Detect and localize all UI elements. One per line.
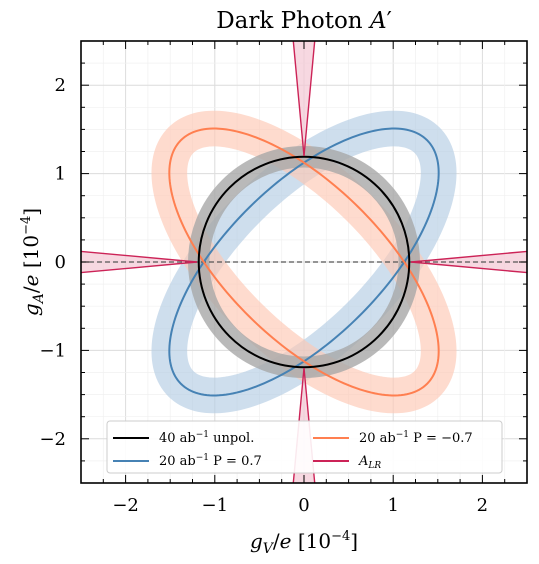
legend: 40 ab−1 unpol. 20 ab−1 P = −0.7 20 ab−1 P …	[106, 420, 503, 474]
curve-unpolarized	[197, 155, 411, 369]
y-tick-label: −1	[39, 340, 66, 361]
curve-pol-minus	[168, 127, 440, 397]
legend-entry-label: 20 ab−1 P = −0.7	[359, 430, 473, 446]
y-axis-label: gA/e [10−4]	[19, 208, 47, 316]
y-tick-label: 0	[55, 252, 66, 273]
x-axis-label: gV/e [10−4]	[250, 529, 358, 557]
legend-box	[106, 420, 503, 474]
y-tick-label: 2	[55, 75, 66, 96]
y-tick-label: 1	[55, 164, 66, 185]
alr-line	[410, 261, 527, 274]
y-tick-label: −2	[39, 429, 66, 450]
alr-line	[81, 250, 198, 263]
legend-entry-label: 40 ab−1 unpol.	[159, 430, 254, 446]
alr-line	[410, 250, 527, 263]
alr-band-vertical	[293, 41, 315, 156]
alr-line	[292, 41, 305, 156]
x-tick-label: −2	[112, 495, 139, 516]
x-tick-label: −1	[202, 495, 229, 516]
chart-title: Dark Photon A′	[216, 8, 392, 34]
x-tick-label: 0	[298, 495, 309, 516]
alr-line	[303, 41, 316, 156]
legend-entry-label: ALR	[358, 454, 381, 471]
x-tick-label: 2	[477, 495, 488, 516]
alr-line	[81, 261, 198, 274]
legend-entry-label: 20 ab−1 P = 0.7	[159, 453, 262, 469]
x-tick-label: 1	[387, 495, 398, 516]
plot-area	[81, 41, 527, 483]
tick-labels: −2 −1 0 1 2 −2 −1 0 1 2	[39, 75, 488, 516]
ticks	[80, 40, 528, 484]
curve-pol-plus	[168, 127, 440, 397]
